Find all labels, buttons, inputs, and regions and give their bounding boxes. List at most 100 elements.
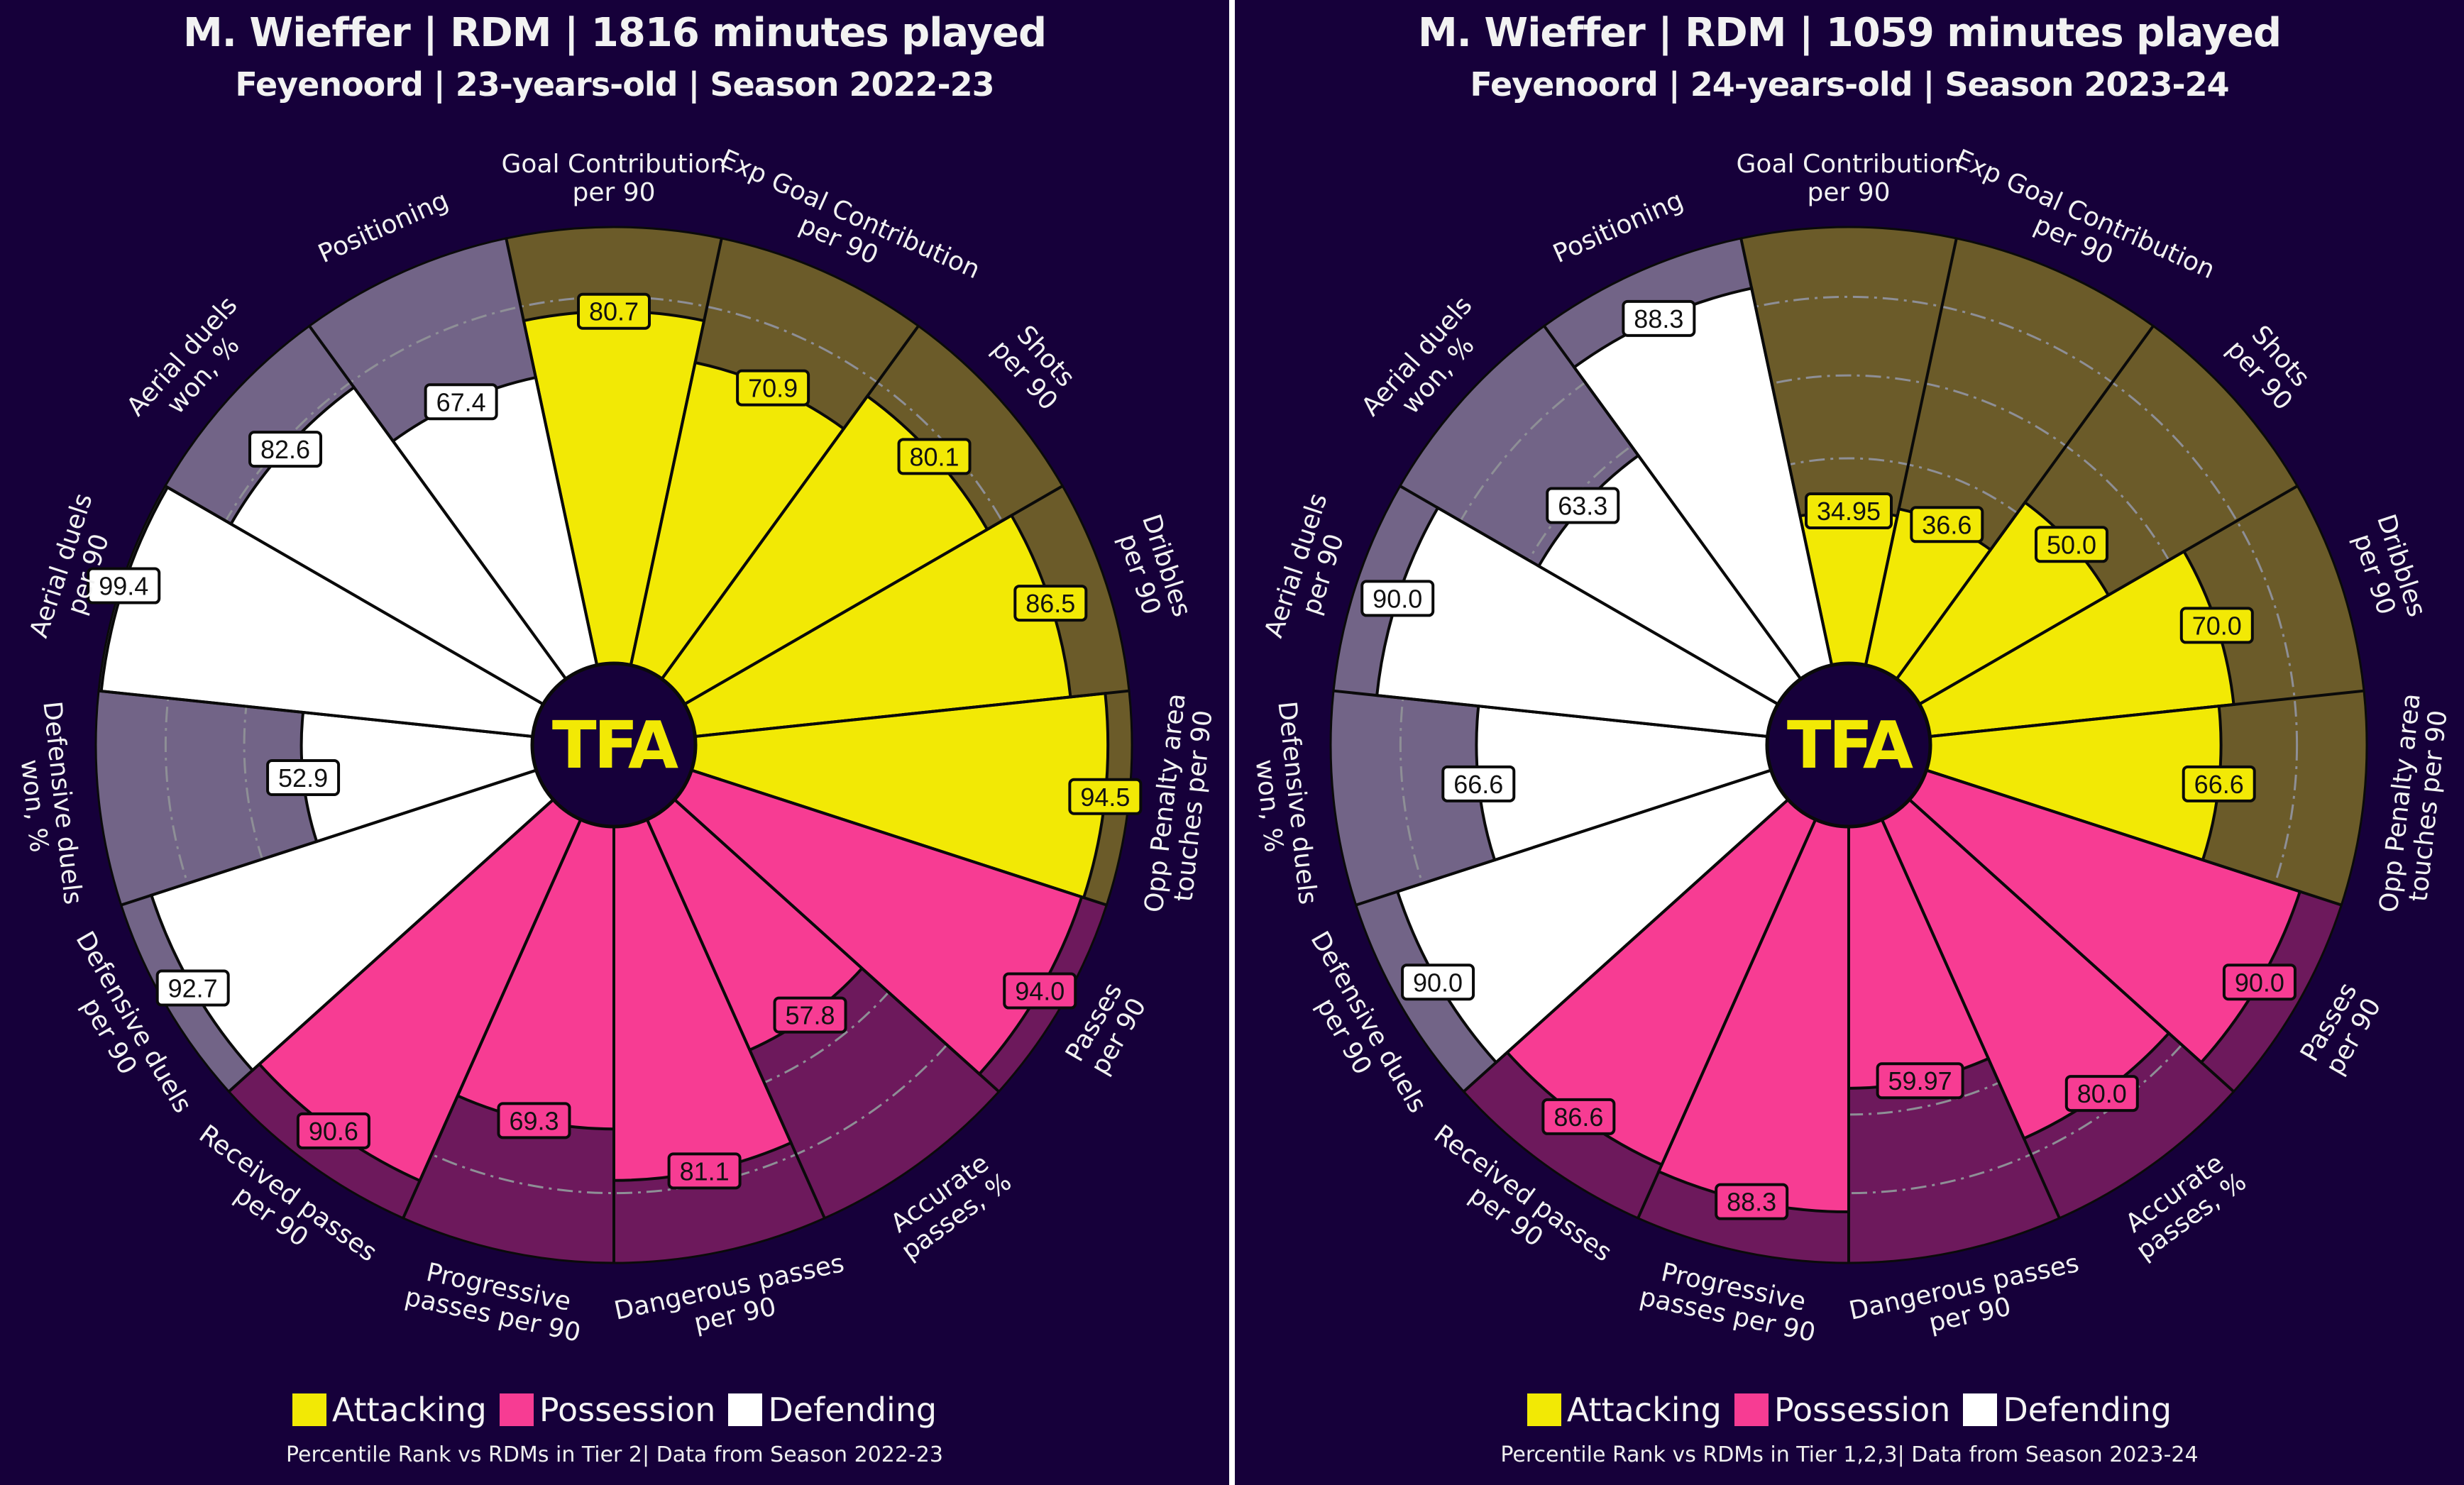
legend-swatch-defending <box>1963 1393 1998 1426</box>
value-label-progressive-passes-per-90: 88.3 <box>1715 1183 1789 1220</box>
tfa-logo: TFA <box>1765 661 1932 829</box>
pizza-chart-2022-23: TFA 80.7 70.9 80.1 86.5 94.5 94.0 57.8 81.1 69.3 9… <box>15 144 1219 1348</box>
svg-text:88.3: 88.3 <box>1634 304 1683 333</box>
chart-footer-note: Percentile Rank vs RDMs in Tier 1,2,3| D… <box>1500 1442 2199 1467</box>
svg-text:70.0: 70.0 <box>2192 611 2242 640</box>
value-label-aerial-duels-per-90: 99.4 <box>87 567 161 605</box>
value-label-defensive-duels-won: 66.6 <box>1441 765 1516 802</box>
segment-divider <box>1543 325 1803 680</box>
legend: Attacking Possession Defending <box>0 1391 1229 1429</box>
chart-title: M. Wieffer | RDM | 1816 minutes played <box>182 10 1047 56</box>
legend-label: Defending <box>2003 1391 2172 1429</box>
segment-divider <box>1355 768 1772 907</box>
svg-text:Goal Contribution: Goal Contribution <box>502 150 727 179</box>
segment-divider <box>308 325 568 680</box>
segment-divider <box>1930 689 2365 738</box>
segment-divider <box>1880 819 2061 1219</box>
svg-text:92.7: 92.7 <box>168 974 218 1003</box>
value-label-shots-per-90: 80.1 <box>897 438 972 475</box>
tfa-logo-text: TFA <box>552 707 678 783</box>
value-label-goal-contribution-per-90: 34.95 <box>1805 492 1893 530</box>
segment-divider <box>228 798 554 1093</box>
svg-text:50.0: 50.0 <box>2047 530 2096 559</box>
svg-text:66.6: 66.6 <box>2194 770 2244 799</box>
svg-text:Positioning: Positioning <box>1549 186 1688 269</box>
value-label-passes-per-90: 90.0 <box>2222 964 2297 1001</box>
segment-divider <box>1637 819 1817 1219</box>
svg-text:per 90: per 90 <box>1807 178 1890 207</box>
chart-title: M. Wieffer | RDM | 1059 minutes played <box>1417 10 2282 56</box>
legend-item-defending: Defending <box>728 1391 937 1429</box>
segment-divider <box>505 238 599 666</box>
segment-divider <box>121 768 537 907</box>
segment-divider <box>1333 689 1768 738</box>
svg-text:88.3: 88.3 <box>1727 1188 1776 1217</box>
reference-ring <box>1399 295 2299 1195</box>
value-label-exp-goal-contribution-per-90: 70.9 <box>736 369 810 407</box>
svg-text:69.3: 69.3 <box>509 1106 559 1135</box>
category-label-positioning: Positioning <box>314 186 453 269</box>
legend-swatch-attacking <box>292 1393 326 1426</box>
legend-label: Attacking <box>331 1391 487 1429</box>
segment-divider <box>1399 485 1779 706</box>
svg-text:per 90: per 90 <box>572 178 655 207</box>
svg-text:90.0: 90.0 <box>1413 968 1463 997</box>
value-label-dangerous-passes-per-90: 81.1 <box>667 1152 742 1190</box>
svg-text:Positioning: Positioning <box>314 186 453 269</box>
svg-text:34.95: 34.95 <box>1817 497 1881 526</box>
left-panel: M. Wieffer | RDM | 1816 minutes played F… <box>0 0 1229 1485</box>
category-label-positioning: Positioning <box>1549 186 1688 269</box>
svg-text:63.3: 63.3 <box>1558 492 1607 521</box>
segment-divider <box>1925 768 2342 907</box>
svg-text:81.1: 81.1 <box>680 1156 730 1186</box>
chart-footer-note: Percentile Rank vs RDMs in Tier 2| Data … <box>286 1442 943 1467</box>
value-label-shots-per-90: 50.0 <box>2034 526 2108 563</box>
value-label-defensive-duels-per-90: 90.0 <box>1401 964 1475 1001</box>
segment-divider <box>98 689 533 738</box>
svg-text:80.7: 80.7 <box>589 297 639 326</box>
svg-text:57.8: 57.8 <box>785 1001 835 1030</box>
segment-divider <box>673 798 1000 1093</box>
segment-divider <box>683 485 1064 706</box>
value-label-defensive-duels-per-90: 92.7 <box>155 969 230 1007</box>
segment-divider <box>1864 238 1958 666</box>
value-label-dribbles-per-90: 86.5 <box>1013 585 1088 622</box>
segment-divider <box>691 768 1107 907</box>
value-label-defensive-duels-won: 52.9 <box>266 759 341 797</box>
tfa-logo-text: TFA <box>1787 707 1913 783</box>
segment-divider <box>402 819 583 1219</box>
svg-text:86.5: 86.5 <box>1025 589 1075 618</box>
panel-divider <box>1229 0 1235 1485</box>
value-label-positioning: 88.3 <box>1622 299 1696 337</box>
svg-text:36.6: 36.6 <box>1922 510 1971 539</box>
value-label-exp-goal-contribution-per-90: 36.6 <box>1910 506 1984 543</box>
value-label-opp-penalty-area-touches-per-90: 66.6 <box>2182 765 2256 802</box>
svg-text:Goal Contribution: Goal Contribution <box>1737 150 1962 179</box>
legend-item-defending: Defending <box>1963 1391 2172 1429</box>
segment-divider <box>1908 798 2235 1093</box>
legend-label: Possession <box>539 1391 716 1429</box>
value-label-passes-per-90: 94.0 <box>1003 972 1077 1010</box>
svg-text:90.6: 90.6 <box>309 1117 358 1146</box>
value-label-dribbles-per-90: 70.0 <box>2179 607 2254 644</box>
value-label-accurate-passes: 57.8 <box>773 996 847 1034</box>
segment-divider <box>1739 238 1834 666</box>
legend: Attacking Possession Defending <box>1235 1391 2464 1429</box>
value-label-opp-penalty-area-touches-per-90: 94.5 <box>1068 778 1143 815</box>
legend-swatch-defending <box>728 1393 763 1426</box>
legend-label: Attacking <box>1566 1391 1722 1429</box>
value-label-received-passes-per-90: 90.6 <box>296 1112 370 1149</box>
segment-divider <box>1895 325 2155 680</box>
legend-label: Defending <box>768 1391 937 1429</box>
segment-divider <box>629 238 723 666</box>
svg-text:52.9: 52.9 <box>278 763 328 793</box>
svg-text:99.4: 99.4 <box>99 572 148 601</box>
